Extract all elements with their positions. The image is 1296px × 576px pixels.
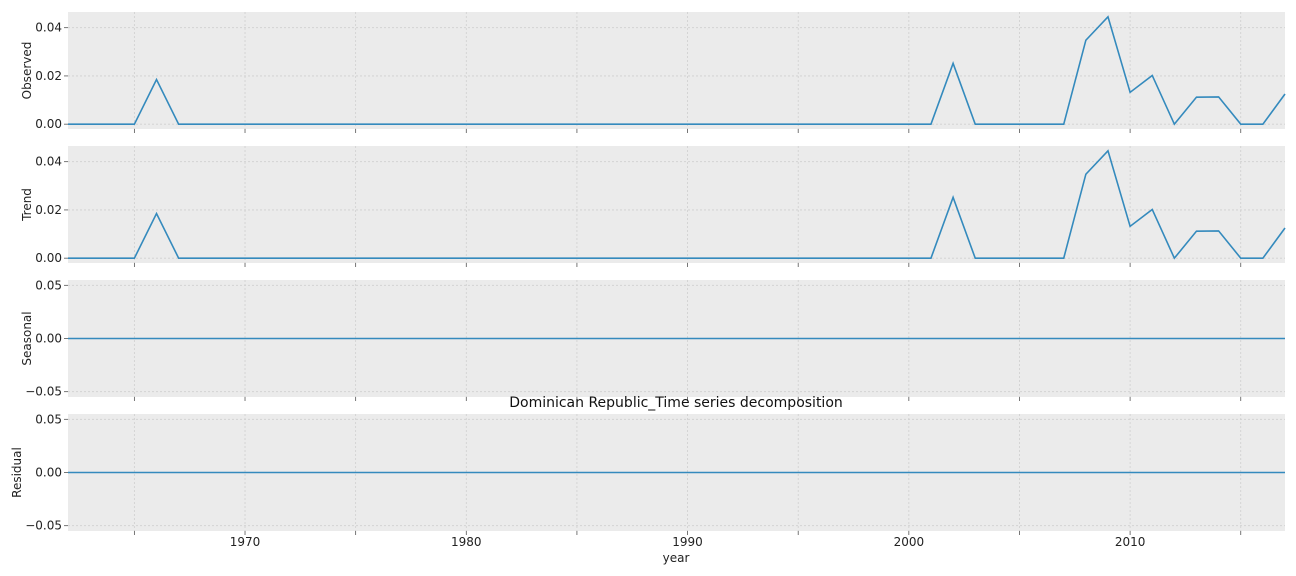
y-tick-label: 0.02 [35, 69, 62, 83]
panels: 0.000.020.04Observed0.000.020.04Trend−0.… [10, 12, 1286, 549]
y-tick-label: −0.05 [25, 519, 62, 533]
x-tick-label: 2000 [894, 535, 925, 549]
y-tick-label: 0.00 [35, 251, 62, 265]
y-axis-label: Observed [20, 42, 34, 100]
y-tick-label: −0.05 [25, 385, 62, 399]
y-tick-label: 0.00 [35, 117, 62, 131]
panel-trend: 0.00 0.02 0.04 Trend [20, 146, 1286, 267]
y-tick-label: 0.02 [35, 203, 62, 217]
y-axis-label: Residual [10, 447, 24, 498]
x-tick-label: 1990 [672, 535, 703, 549]
y-tick-label: 0.00 [35, 466, 62, 480]
series-line-trend [68, 149, 1286, 260]
x-tick-label: 1970 [230, 535, 261, 549]
y-tick-label: 0.00 [35, 332, 62, 346]
panel-seasonal: −0.05 0.00 0.05 Seasonal [20, 278, 1285, 401]
y-tick-label: 0.05 [35, 278, 62, 292]
x-tick-label: 2010 [1115, 535, 1146, 549]
panel-background [68, 146, 1285, 263]
panel-residual: −0.05 0.00 0.05 Residual [10, 412, 1285, 535]
y-tick-label: 0.04 [35, 155, 62, 169]
y-tick-label: 0.04 [35, 21, 62, 35]
series-line-observed [68, 15, 1286, 126]
y-tick-label: 0.05 [35, 412, 62, 426]
panel-background [68, 12, 1285, 129]
y-axis-label: Trend [20, 188, 34, 222]
y-axis-label: Seasonal [20, 311, 34, 365]
x-axis-label: year [663, 551, 690, 565]
x-tick-label: 1980 [451, 535, 482, 549]
chart-title: Dominican Republic_Time series decomposi… [509, 395, 843, 411]
